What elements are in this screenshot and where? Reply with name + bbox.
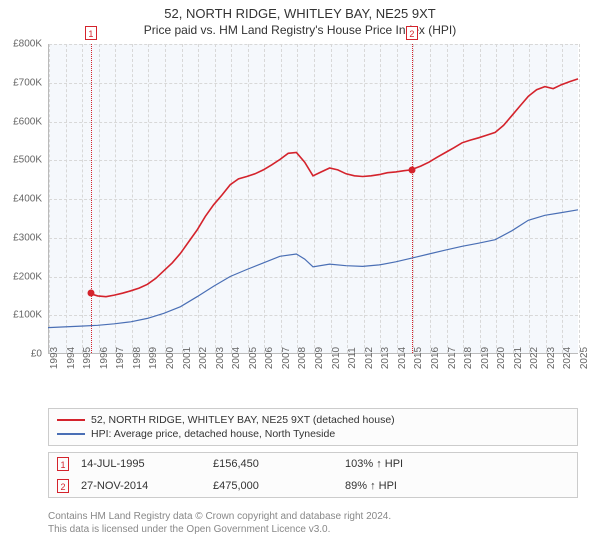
transaction-date: 14-JUL-1995 xyxy=(81,458,201,470)
chart-container: 52, NORTH RIDGE, WHITLEY BAY, NE25 9XT P… xyxy=(0,0,600,560)
y-axis-label: £500K xyxy=(13,155,42,166)
chart-title: 52, NORTH RIDGE, WHITLEY BAY, NE25 9XT xyxy=(0,6,600,21)
y-axis-label: £100K xyxy=(13,310,42,321)
footnote: Contains HM Land Registry data © Crown c… xyxy=(48,510,578,536)
transaction-marker: 2 xyxy=(57,479,69,493)
marker-box: 2 xyxy=(406,26,418,40)
marker-box: 1 xyxy=(85,26,97,40)
transaction-price: £475,000 xyxy=(213,480,333,492)
transaction-marker: 1 xyxy=(57,457,69,471)
legend-label: HPI: Average price, detached house, Nort… xyxy=(91,428,335,440)
footnote-line: This data is licensed under the Open Gov… xyxy=(48,523,578,536)
y-axis-label: £800K xyxy=(13,39,42,50)
line-layer xyxy=(48,44,578,354)
x-axis-label: 2025 xyxy=(579,347,590,369)
plot-area: £0£100K£200K£300K£400K£500K£600K£700K£80… xyxy=(48,44,578,354)
transactions-table: 1 14-JUL-1995 £156,450 103% ↑ HPI 2 27-NOV-20… xyxy=(48,452,578,498)
legend-item: 52, NORTH RIDGE, WHITLEY BAY, NE25 9XT (… xyxy=(57,413,569,427)
y-axis-label: £300K xyxy=(13,232,42,243)
y-axis-label: £600K xyxy=(13,116,42,127)
gridline-v xyxy=(579,44,580,353)
legend-item: HPI: Average price, detached house, Nort… xyxy=(57,427,569,441)
transaction-date: 27-NOV-2014 xyxy=(81,480,201,492)
legend-swatch xyxy=(57,419,85,421)
transaction-hpi: 89% ↑ HPI xyxy=(345,480,485,492)
transaction-row: 1 14-JUL-1995 £156,450 103% ↑ HPI xyxy=(49,453,577,475)
y-axis-label: £0 xyxy=(31,349,42,360)
footnote-line: Contains HM Land Registry data © Crown c… xyxy=(48,510,578,523)
transaction-hpi: 103% ↑ HPI xyxy=(345,458,485,470)
legend: 52, NORTH RIDGE, WHITLEY BAY, NE25 9XT (… xyxy=(48,408,578,446)
y-axis-label: £200K xyxy=(13,271,42,282)
y-axis-label: £400K xyxy=(13,194,42,205)
legend-swatch xyxy=(57,433,85,435)
y-axis-label: £700K xyxy=(13,77,42,88)
series-hpi xyxy=(48,210,578,328)
legend-label: 52, NORTH RIDGE, WHITLEY BAY, NE25 9XT (… xyxy=(91,414,395,426)
transaction-row: 2 27-NOV-2014 £475,000 89% ↑ HPI xyxy=(49,475,577,497)
transaction-price: £156,450 xyxy=(213,458,333,470)
